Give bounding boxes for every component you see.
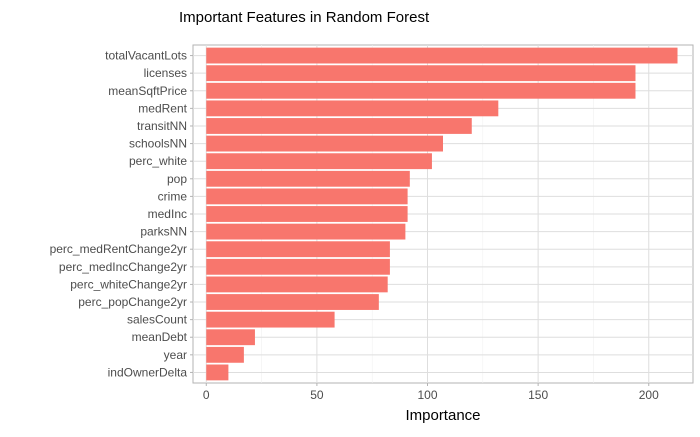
y-tick-label: year [164,348,187,362]
y-tick-label: perc_popChange2yr [78,295,187,309]
bar-licenses [206,65,636,82]
y-tick-label: perc_medIncChange2yr [59,260,187,274]
y-tick-label: meanSqftPrice [108,84,187,98]
x-tick-label: 100 [417,388,437,402]
y-tick-label: meanDebt [132,330,188,344]
y-tick-label: transitNN [137,119,187,133]
x-tick-label: 200 [639,388,659,402]
bar-perc_medIncChange2yr [206,258,390,275]
y-tick-label: indOwnerDelta [108,365,188,379]
y-tick-label: schoolsNN [129,137,187,151]
y-tick-label: crime [158,189,188,203]
bar-crime [206,188,408,205]
x-axis-ticks: 0 50 100 150 200 [203,383,659,402]
y-tick-label: totalVacantLots [105,49,187,63]
y-tick-label: salesCount [127,313,188,327]
bar-year [206,346,244,363]
x-tick-label: 50 [310,388,324,402]
bar-transitNN [206,118,472,134]
bar-salesCount [206,311,335,328]
x-axis-title: Importance [405,407,480,424]
y-axis-labels: totalVacantLots licenses meanSqftPrice medR… [50,49,193,379]
y-tick-label: licenses [144,66,187,80]
chart-title: Important Features in Random Forest [179,9,430,26]
bar-perc_popChange2yr [206,294,379,310]
bar-meanSqftPrice [206,82,636,99]
bar-medRent [206,100,499,117]
bar-totalVacantLots [206,47,678,64]
y-tick-label: parksNN [140,225,187,239]
bar-medInc [206,206,408,222]
bar-schoolsNN [206,135,443,152]
y-tick-label: perc_medRentChange2yr [50,242,187,256]
y-tick-label: perc_whiteChange2yr [70,277,187,291]
x-tick-label: 0 [203,388,210,402]
bar-indOwnerDelta [206,364,229,381]
bar-pop [206,170,410,187]
bar-perc_whiteChange2yr [206,276,388,293]
bar-perc_medRentChange2yr [206,241,390,258]
y-tick-label: pop [167,172,187,186]
x-tick-label: 150 [528,388,548,402]
y-tick-label: medRent [138,101,187,115]
bar-meanDebt [206,329,255,346]
bar-parksNN [206,223,406,240]
bar-perc_white [206,153,432,170]
y-tick-label: medInc [148,207,187,221]
bars [206,47,678,381]
y-tick-label: perc_white [129,154,187,168]
